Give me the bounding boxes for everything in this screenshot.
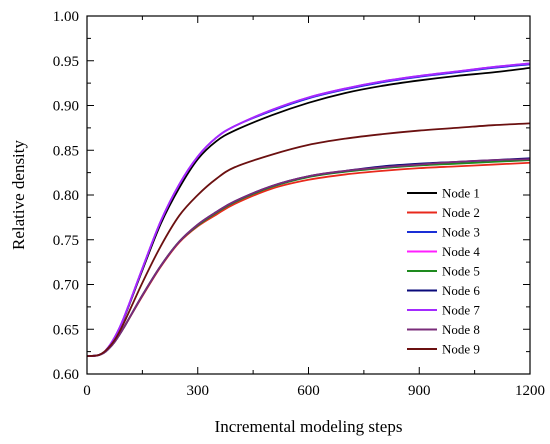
legend-item-node-5: Node 5 [407,264,480,279]
legend-item-node-2: Node 2 [407,205,480,220]
legend-label: Node 7 [442,303,480,318]
legend-label: Node 8 [442,322,480,337]
y-tick-label: 0.80 [53,188,79,204]
legend-label: Node 6 [442,283,480,298]
x-tick-label: 1200 [515,383,545,399]
legend-item-node-7: Node 7 [407,303,480,318]
legend-item-node-3: Node 3 [407,225,480,240]
series-line-node-9 [86,122,531,357]
x-tick-label: 300 [187,383,210,399]
series-line-node-8 [86,158,531,357]
legend-label: Node 1 [442,186,480,201]
x-tick-label: 600 [297,383,320,399]
y-tick-label: 0.65 [53,322,79,338]
x-axis-title: Incremental modeling steps [215,417,403,436]
y-tick-label: 0.75 [53,233,79,249]
ticks-layer: 0 300 600 900 1200 0.60 0.65 0.70 0.75 0.80 0.85 0.… [53,9,545,399]
x-tick-label: 0 [83,383,91,399]
y-tick-label: 0.95 [53,54,79,70]
legend-label: Node 3 [442,225,480,240]
legend: Node 1 Node 2 Node 3 Node 4 Node 5 Node 6 Node… [407,186,480,357]
y-tick-label: 0.70 [53,278,79,294]
legend-label: Node 9 [442,342,480,357]
y-tick-label: 0.90 [53,99,79,115]
legend-label: Node 5 [442,264,480,279]
legend-item-node-6: Node 6 [407,283,480,298]
series-layer [86,62,531,357]
y-tick-label: 0.85 [53,143,79,159]
legend-item-node-4: Node 4 [407,244,480,259]
legend-label: Node 2 [442,205,480,220]
y-tick-label: 1.00 [53,9,79,25]
legend-item-node-1: Node 1 [407,186,480,201]
y-tick-label: 0.60 [53,367,79,383]
y-axis-title: Relative density [9,140,28,251]
legend-item-node-9: Node 9 [407,342,480,357]
x-tick-label: 900 [408,383,431,399]
series-line-node-7 [86,62,531,357]
legend-label: Node 4 [442,244,480,259]
legend-item-node-8: Node 8 [407,322,480,337]
